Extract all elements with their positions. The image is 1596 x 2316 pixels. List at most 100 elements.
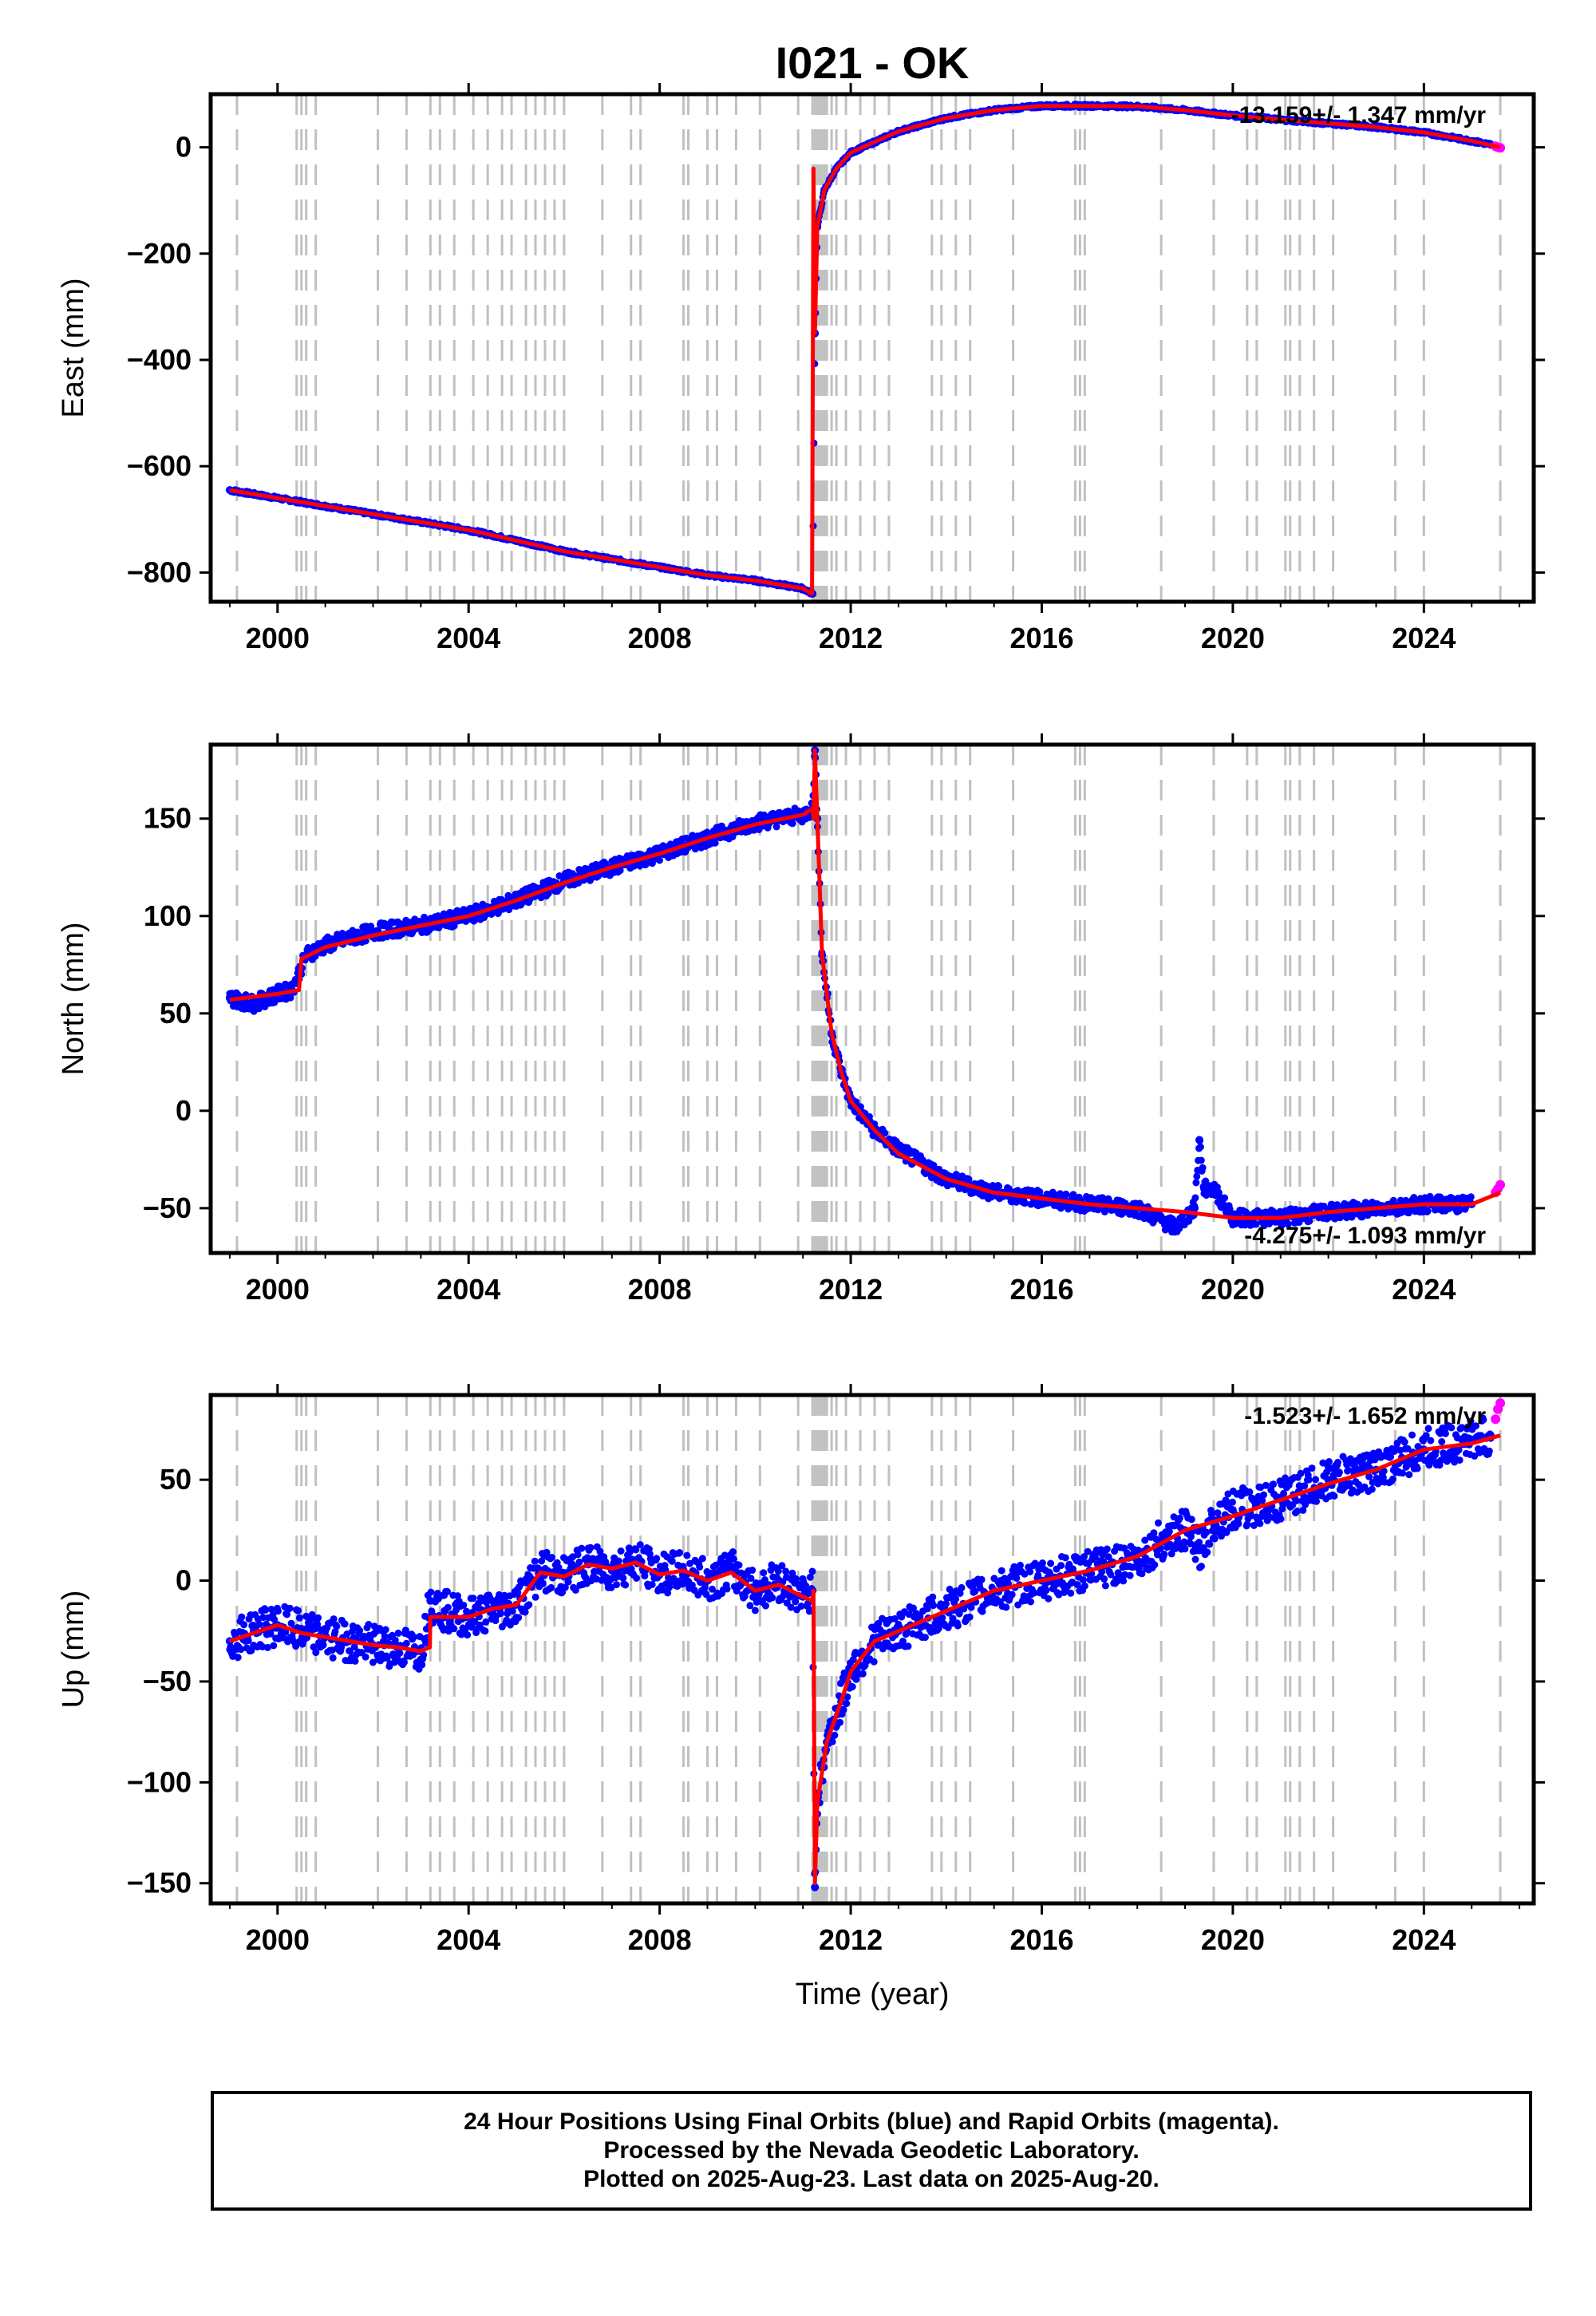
data-point-final [282,1628,290,1636]
data-point-final [578,1544,586,1552]
data-point-final [369,1658,377,1666]
data-point-final [469,1595,477,1603]
data-point-final [1008,1591,1016,1599]
data-point-final [1017,1561,1024,1569]
data-point-final [617,1547,625,1555]
data-point-final [653,1555,661,1563]
data-point-final [978,1607,986,1615]
data-point-final [1284,1220,1292,1228]
data-point-final [548,1554,556,1561]
data-point-final [910,1604,917,1612]
data-point-final [1067,1589,1075,1597]
data-point-final [555,1563,563,1571]
data-point-final [482,1618,490,1626]
step-lines [235,745,1502,1253]
data-point-final [238,1613,246,1621]
data-point-final [1099,1194,1107,1202]
data-point-final [782,1567,790,1575]
data-point-final [1197,1156,1205,1164]
data-point-final [496,1610,504,1618]
data-point-final [259,1614,267,1622]
plot-area [225,101,1506,598]
data-point-final [828,1737,836,1745]
y-tick-label: −600 [127,449,192,482]
panel-2: 2000 2004 2008 2012 2016 2020 2024150100500−50… [57,733,1545,1306]
data-point-final [656,856,663,864]
data-point-final [787,1603,795,1611]
y-tick-label: 150 [144,802,192,835]
data-point-final [1191,1194,1199,1202]
data-point-final [602,860,610,868]
data-point-final [287,1619,295,1627]
data-point-final [930,1161,938,1169]
x-axis: 2000 2004 2008 2012 2016 2020 2024 [228,733,1521,1306]
y-tick-label: 0 [176,1094,192,1127]
data-point-final [666,1583,673,1591]
data-point-final [476,1621,484,1629]
data-point-final [427,1588,435,1596]
data-point-final [978,1575,986,1583]
data-point-final [1021,1199,1029,1207]
data-point-final [1047,1559,1055,1567]
data-point-final [998,1567,1005,1575]
data-point-final [508,1607,516,1615]
data-point-final [531,1557,539,1565]
data-point-final [270,1642,278,1650]
data-point-final [538,1557,546,1565]
data-point-final [792,1598,800,1606]
data-point-final [571,1586,579,1594]
x-tick-label: 2024 [1392,1273,1456,1306]
data-point-final [274,1607,282,1615]
y-tick-label: 0 [176,131,192,164]
data-point-final [1306,1217,1314,1225]
data-point-final [1336,1214,1344,1222]
plot-area [225,1398,1506,1891]
data-point-final [636,1541,644,1549]
data-point-final [949,1614,957,1622]
data-point-final [843,1693,851,1701]
data-point-final [539,1579,547,1587]
data-point-final [244,1637,252,1645]
data-point-final [1002,1603,1010,1611]
data-point-final [381,1633,389,1640]
data-point-final [942,1600,950,1607]
data-point-final [312,1649,320,1657]
data-point-final [271,1615,279,1623]
data-point-final [778,1562,786,1570]
panel-1: 2000 2004 2008 2012 2016 2020 20240−200−400−60… [57,83,1545,654]
y-tick-label: 50 [160,997,192,1030]
data-point-final [1210,1184,1218,1193]
data-point-final [1221,1194,1229,1202]
data-point-final [1195,1136,1203,1144]
data-point-final [1013,1575,1021,1582]
x-tick-label: 2024 [1392,622,1456,654]
y-axis: 0−200−400−600−800 [127,131,1545,588]
data-point-final [521,1608,529,1616]
data-point-final [921,1634,929,1642]
data-point-final [351,1657,359,1665]
data-point-final [802,1582,810,1590]
data-point-final [676,1549,684,1556]
data-point-final [797,1603,805,1610]
data-point-final [664,1589,672,1597]
plot-area [225,746,1506,1236]
data-point-final [1193,1172,1201,1180]
data-point-final [1192,1179,1200,1187]
data-point-final [286,994,294,1002]
data-point-final [547,1583,555,1591]
data-point-final [454,1592,461,1600]
data-point-rapid [1495,1180,1506,1190]
data-point-final [361,1653,369,1661]
data-point-final [938,1614,946,1622]
data-point-final [591,1567,598,1575]
data-point-final [806,1573,814,1581]
data-point-final [1199,1164,1207,1172]
data-point-final [1080,1576,1087,1584]
data-point-final [626,1548,634,1556]
data-point-final [891,1614,899,1622]
x-tick-label: 2004 [437,622,500,654]
rate-label: -4.275+/- 1.093 mm/yr [1244,1223,1486,1249]
data-point-final [839,1705,847,1713]
